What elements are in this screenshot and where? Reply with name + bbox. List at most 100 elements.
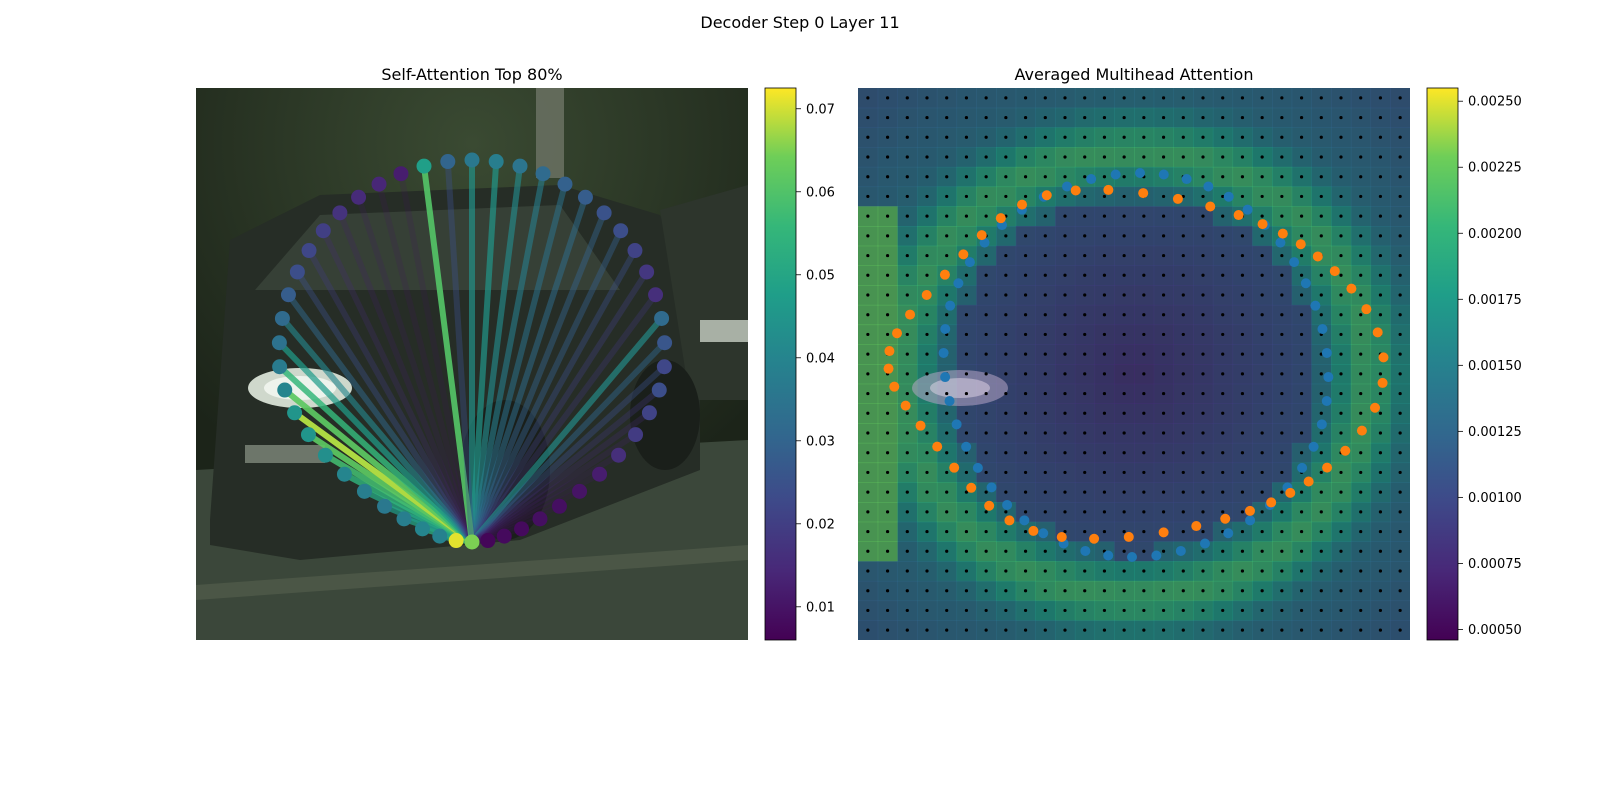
grid-dot (1299, 549, 1304, 553)
grid-dot (945, 313, 949, 317)
grid-dot (945, 194, 949, 199)
grid-dot (1221, 470, 1225, 475)
contour-point (480, 533, 496, 549)
grid-dot (1181, 391, 1185, 396)
grid-dot (885, 608, 890, 613)
grid-dot (1023, 470, 1028, 475)
grid-dot (1142, 510, 1146, 514)
grid-dot (1299, 529, 1304, 534)
grid-dot (1063, 411, 1067, 415)
grid-dot (964, 155, 969, 159)
grid-dot (984, 332, 988, 337)
grid-dot (1161, 135, 1166, 139)
grid-dot (1359, 352, 1363, 356)
grid-dot (1122, 155, 1126, 159)
attention-line (469, 363, 668, 545)
colorbar-tick-label: 0.00225 (1468, 161, 1522, 176)
grid-dot (1280, 372, 1284, 376)
grid-dot (1260, 115, 1264, 120)
grid-dot (1201, 214, 1205, 218)
grid-dot (1398, 293, 1402, 297)
grid-dot (945, 451, 949, 455)
grid-dot (925, 529, 929, 534)
grid-dot (1280, 352, 1284, 356)
grid-dot (1102, 470, 1107, 475)
grid-dot (1122, 273, 1126, 277)
grid-dot (1201, 549, 1205, 553)
contour-point (514, 521, 530, 537)
grid-dot (1319, 451, 1323, 455)
grid-dot (1083, 253, 1087, 258)
grid-dot (1319, 115, 1323, 120)
grid-dot (1201, 332, 1205, 337)
grid-dot (1280, 96, 1284, 100)
grid-dot (1142, 372, 1146, 376)
grid-dot (866, 194, 870, 199)
grid-dot (1240, 372, 1245, 376)
grid-dot (1359, 372, 1363, 376)
blue-point (1242, 204, 1253, 215)
contour-point (274, 310, 290, 326)
grid-dot (984, 135, 988, 139)
grid-dot (1063, 431, 1067, 435)
grid-dot (925, 628, 929, 632)
grid-dot (964, 273, 969, 277)
grid-dot (1201, 470, 1205, 475)
attention-line (285, 291, 475, 545)
grid-dot (1201, 155, 1205, 159)
orange-point (1340, 445, 1351, 456)
attention-line (376, 181, 475, 545)
grid-dot (1161, 273, 1166, 277)
grid-dot (1142, 628, 1146, 632)
contour-point (592, 466, 608, 482)
grid-dot (885, 451, 890, 455)
grid-dot (885, 194, 890, 199)
grid-dot (1319, 135, 1323, 139)
contour-point (596, 205, 612, 221)
grid-dot (1004, 332, 1008, 337)
grid-dot (866, 332, 870, 337)
grid-dot (1339, 411, 1343, 415)
grid-dot (1299, 490, 1304, 494)
attention-line (469, 209, 608, 545)
grid-dot (984, 569, 988, 573)
grid-dot (1221, 451, 1225, 455)
colorbar-tick-label: 0.06 (806, 185, 835, 200)
grid-dot (866, 352, 870, 356)
grid-dot (1398, 608, 1402, 613)
grid-dot (984, 628, 988, 632)
orange-point (1329, 266, 1340, 277)
grid-dot (1004, 352, 1008, 356)
grid-dot (1240, 569, 1245, 573)
blue-point (1127, 552, 1137, 562)
grid-dot (1122, 194, 1126, 199)
grid-dot (866, 253, 870, 258)
grid-dot (1359, 470, 1363, 475)
grid-dot (885, 589, 890, 593)
grid-dot (1319, 372, 1323, 376)
grid-dot (1280, 549, 1284, 553)
grid-dot (1398, 451, 1402, 455)
grid-dot (1299, 313, 1304, 317)
grid-dot (1378, 234, 1383, 238)
blue-point (1323, 372, 1334, 383)
contour-point (301, 243, 317, 259)
grid-dot (1102, 332, 1107, 337)
grid-dot (1260, 332, 1264, 337)
grid-dot (1319, 628, 1323, 632)
grid-dot (1260, 313, 1264, 317)
grid-dot (1201, 589, 1205, 593)
orange-point (1158, 527, 1169, 538)
grid-dot (1083, 352, 1087, 356)
grid-dot (1299, 431, 1304, 435)
grid-dot (1122, 391, 1126, 396)
contour-point (551, 498, 567, 514)
grid-dot (1280, 411, 1284, 415)
grid-dot (885, 115, 890, 120)
orange-point (1244, 505, 1255, 516)
grid-dot (1142, 332, 1146, 337)
grid-dot (1378, 549, 1383, 553)
grid-dot (1280, 569, 1284, 573)
grid-dot (964, 194, 969, 199)
grid-dot (1142, 529, 1146, 534)
